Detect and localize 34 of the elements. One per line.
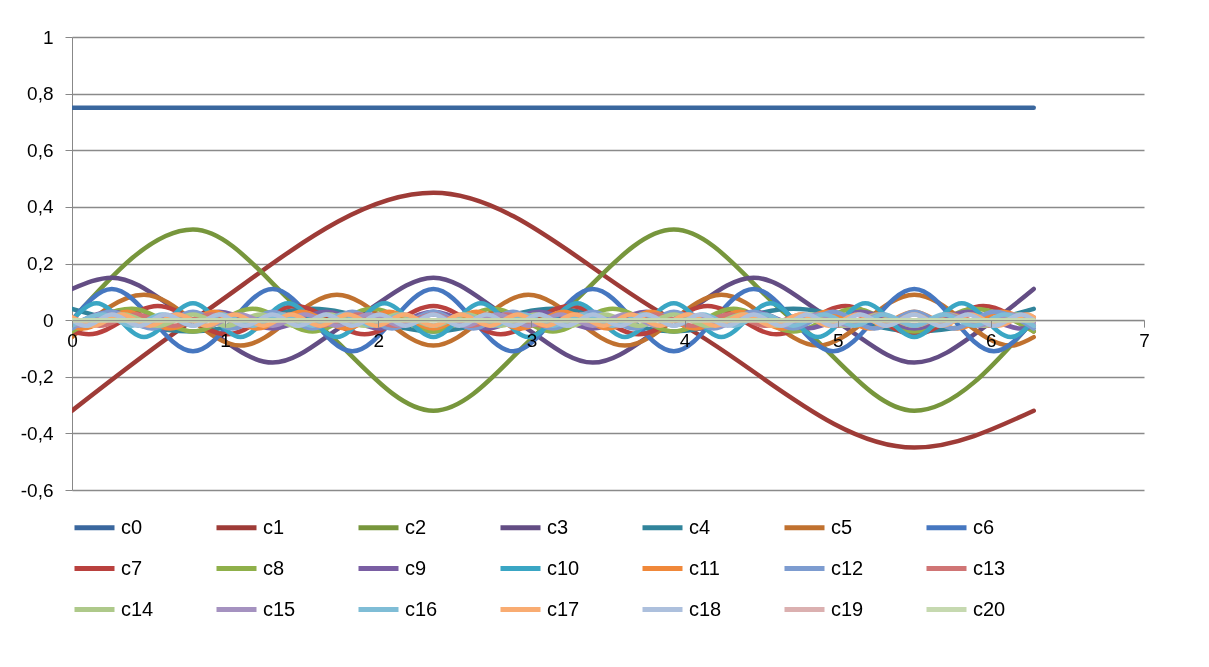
y-tick-label: 1	[42, 26, 54, 48]
legend-label: c15	[263, 597, 296, 620]
legend-label: c11	[689, 556, 720, 579]
y-tick-label: -0,6	[20, 479, 54, 501]
legend-label: c18	[689, 597, 722, 620]
x-tick-label: 4	[679, 329, 691, 351]
legend-label: c4	[689, 515, 711, 538]
legend-label: c9	[405, 556, 427, 579]
legend-label: c17	[547, 597, 580, 620]
y-tick-label: -0,4	[20, 422, 54, 444]
legend-label: c1	[263, 515, 285, 538]
x-tick-label: 0	[67, 329, 78, 351]
legend-label: c2	[405, 515, 427, 538]
y-tick-label: 0,4	[27, 196, 54, 218]
legend-label: c14	[121, 597, 154, 620]
y-tick-label: 0,2	[27, 253, 54, 274]
legend-label: c6	[973, 515, 995, 538]
y-tick-label: 0,6	[27, 139, 54, 161]
legend-label: c8	[263, 556, 285, 579]
y-tick-label: 0,8	[27, 83, 54, 105]
legend-label: c12	[831, 556, 864, 579]
legend-label: c3	[547, 515, 569, 538]
legend-label: c20	[973, 597, 1006, 620]
y-tick-label: 0	[42, 309, 54, 331]
legend-label: c0	[121, 515, 143, 538]
x-tick-label: 5	[832, 329, 844, 351]
legend-label: c16	[405, 597, 438, 620]
legend-label: c10	[547, 556, 580, 579]
y-tick-label: -0,2	[20, 366, 54, 388]
legend-label: c13	[973, 556, 1006, 579]
legend-label: c7	[121, 556, 143, 579]
x-tick-label: 7	[1139, 329, 1150, 351]
legend-label: c5	[831, 515, 853, 538]
legend-label: c19	[831, 597, 864, 620]
